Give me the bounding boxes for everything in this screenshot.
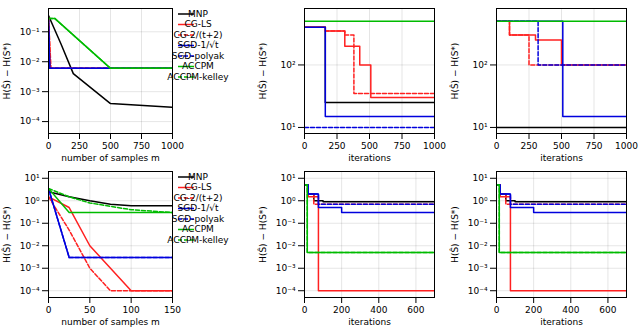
svg-text:10⁻³: 10⁻³ xyxy=(276,263,296,273)
svg-text:10¹: 10¹ xyxy=(280,122,295,132)
svg-text:10¹: 10¹ xyxy=(472,173,487,183)
svg-text:SGD-1/√t: SGD-1/√t xyxy=(178,40,219,50)
svg-text:iterations: iterations xyxy=(540,317,583,327)
svg-text:1000: 1000 xyxy=(615,141,638,151)
svg-text:H(Ŝ) − H(S*): H(Ŝ) − H(S*) xyxy=(449,43,460,100)
svg-text:10⁰: 10⁰ xyxy=(24,196,39,206)
svg-text:SGD-1/√t: SGD-1/√t xyxy=(178,203,219,213)
svg-text:10⁻⁴: 10⁻⁴ xyxy=(20,116,40,126)
svg-text:750: 750 xyxy=(585,141,602,151)
svg-text:10⁻¹: 10⁻¹ xyxy=(468,218,488,228)
svg-text:10⁻³: 10⁻³ xyxy=(20,263,40,273)
svg-text:CG-2/(t+2): CG-2/(t+2) xyxy=(173,30,222,40)
svg-text:10⁻²: 10⁻² xyxy=(276,241,296,251)
svg-text:ACCPM: ACCPM xyxy=(182,61,214,71)
svg-text:H(Ŝ) − H(S*): H(Ŝ) − H(S*) xyxy=(1,43,12,100)
svg-text:0: 0 xyxy=(302,305,308,315)
svg-text:250: 250 xyxy=(71,141,88,151)
svg-text:ACCPM-kelley: ACCPM-kelley xyxy=(167,235,229,245)
svg-text:0: 0 xyxy=(302,141,308,151)
svg-text:10⁻²: 10⁻² xyxy=(20,57,40,67)
svg-text:H(Ŝ) − H(S*): H(Ŝ) − H(S*) xyxy=(449,206,460,263)
svg-text:750: 750 xyxy=(133,141,150,151)
svg-text:400: 400 xyxy=(562,305,579,315)
svg-text:10⁻³: 10⁻³ xyxy=(468,263,488,273)
svg-text:400: 400 xyxy=(370,305,387,315)
svg-text:10⁰: 10⁰ xyxy=(472,196,487,206)
svg-text:CG-LS: CG-LS xyxy=(184,19,212,29)
svg-text:10⁻⁴: 10⁻⁴ xyxy=(468,286,488,296)
svg-text:250: 250 xyxy=(520,141,537,151)
svg-text:10⁻²: 10⁻² xyxy=(468,241,488,251)
svg-text:CG-LS: CG-LS xyxy=(184,182,212,192)
svg-text:SGD-polyak: SGD-polyak xyxy=(172,51,225,61)
svg-text:750: 750 xyxy=(393,141,410,151)
svg-text:MNP: MNP xyxy=(188,172,208,182)
svg-text:iterations: iterations xyxy=(348,153,391,163)
svg-text:500: 500 xyxy=(553,141,570,151)
svg-text:H(Ŝ) − H(S*): H(Ŝ) − H(S*) xyxy=(257,43,268,100)
svg-text:iterations: iterations xyxy=(540,153,583,163)
svg-text:10⁻¹: 10⁻¹ xyxy=(20,218,40,228)
svg-text:0: 0 xyxy=(46,305,52,315)
svg-text:H(Ŝ) − H(S*): H(Ŝ) − H(S*) xyxy=(1,206,12,263)
svg-text:10²: 10² xyxy=(280,60,295,70)
svg-text:MNP: MNP xyxy=(188,9,208,19)
svg-text:10¹: 10¹ xyxy=(280,173,295,183)
svg-text:500: 500 xyxy=(102,141,119,151)
svg-text:250: 250 xyxy=(328,141,345,151)
svg-text:600: 600 xyxy=(599,305,616,315)
svg-text:10⁻⁴: 10⁻⁴ xyxy=(20,286,40,296)
svg-text:ACCPM: ACCPM xyxy=(182,224,214,234)
svg-text:10²: 10² xyxy=(472,60,487,70)
svg-text:number of samples m: number of samples m xyxy=(61,153,160,163)
svg-text:10⁻¹: 10⁻¹ xyxy=(276,218,296,228)
svg-text:100: 100 xyxy=(123,305,140,315)
svg-text:10⁻³: 10⁻³ xyxy=(20,87,40,97)
svg-text:10⁻²: 10⁻² xyxy=(20,241,40,251)
svg-text:200: 200 xyxy=(333,305,350,315)
svg-text:SGD-polyak: SGD-polyak xyxy=(172,214,225,224)
svg-text:0: 0 xyxy=(46,141,52,151)
svg-text:10⁻⁴: 10⁻⁴ xyxy=(276,286,296,296)
svg-text:150: 150 xyxy=(164,305,181,315)
svg-text:500: 500 xyxy=(361,141,378,151)
svg-text:0: 0 xyxy=(494,141,500,151)
svg-text:1000: 1000 xyxy=(423,141,446,151)
svg-text:number of samples m: number of samples m xyxy=(61,317,160,327)
svg-text:iterations: iterations xyxy=(348,317,391,327)
svg-text:200: 200 xyxy=(525,305,542,315)
svg-text:0: 0 xyxy=(494,305,500,315)
svg-text:H(Ŝ) − H(S*): H(Ŝ) − H(S*) xyxy=(257,206,268,263)
svg-text:10¹: 10¹ xyxy=(472,122,487,132)
svg-text:ACCPM-kelley: ACCPM-kelley xyxy=(167,72,229,82)
svg-text:50: 50 xyxy=(84,305,96,315)
svg-text:1000: 1000 xyxy=(161,141,184,151)
svg-text:10⁰: 10⁰ xyxy=(280,196,295,206)
svg-text:600: 600 xyxy=(407,305,424,315)
svg-text:CG-2/(t+2): CG-2/(t+2) xyxy=(173,193,222,203)
svg-text:10¹: 10¹ xyxy=(24,173,39,183)
svg-text:10⁻¹: 10⁻¹ xyxy=(20,27,40,37)
